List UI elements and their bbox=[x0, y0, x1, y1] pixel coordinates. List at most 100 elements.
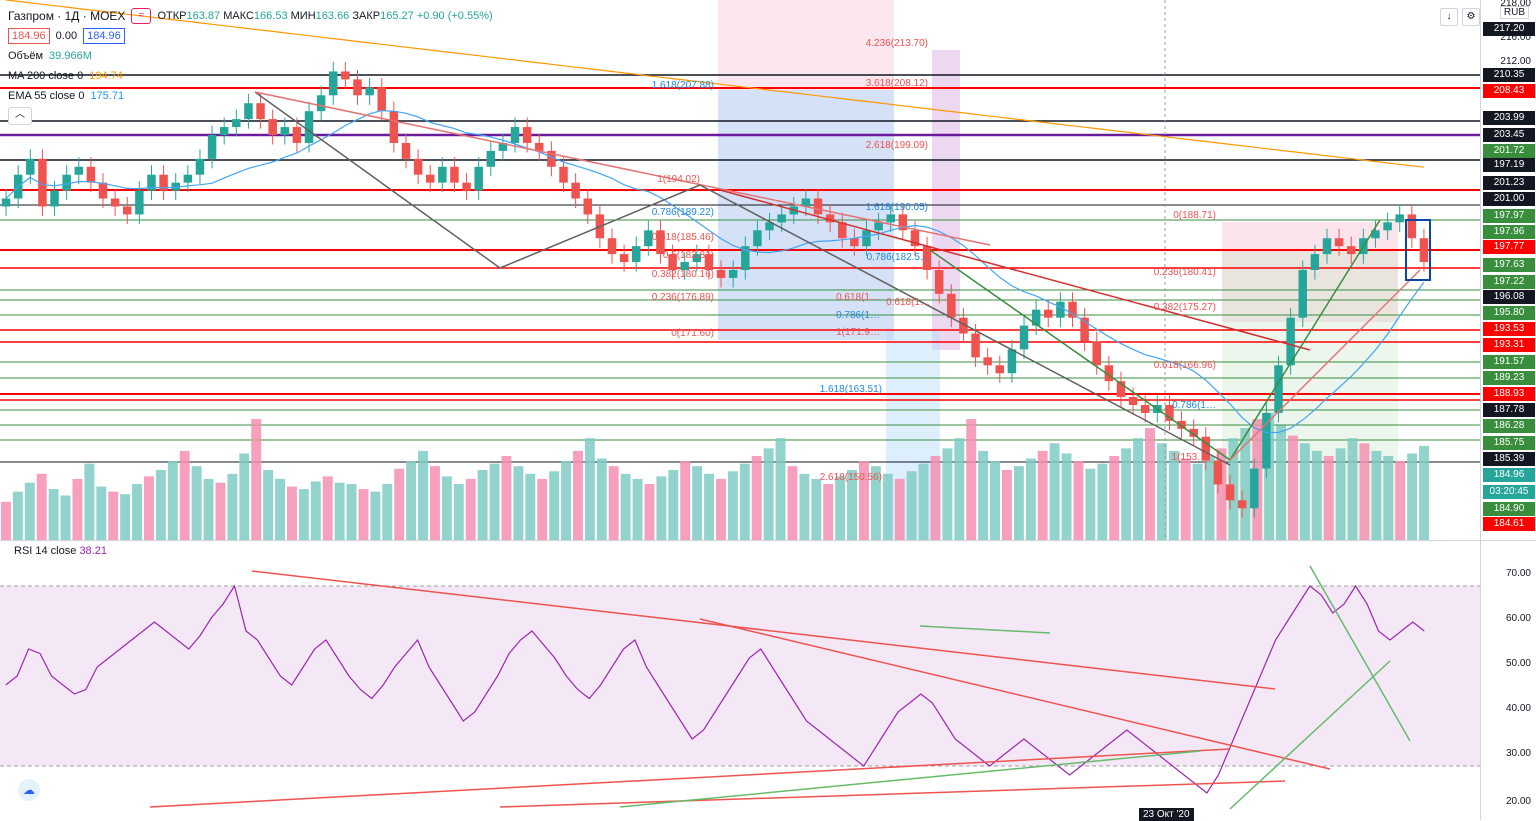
fib-label: 4.236(213.70) bbox=[866, 38, 928, 49]
volume-bar bbox=[1180, 458, 1191, 540]
fib-label: 2.618(199.09) bbox=[866, 140, 928, 151]
compare-icon[interactable]: ≈ bbox=[131, 8, 152, 24]
volume-bar bbox=[346, 484, 357, 540]
ma-line bbox=[6, 0, 1424, 168]
volume-bar bbox=[680, 461, 691, 540]
volume-bar bbox=[1204, 456, 1215, 540]
candle-body bbox=[1044, 309, 1053, 318]
trend-line bbox=[1229, 219, 1381, 461]
currency-label[interactable]: RUB bbox=[1499, 6, 1529, 19]
fib-label: 0.382(175.27) bbox=[1154, 302, 1216, 313]
price-chart[interactable]: 4.236(213.70) 3.618(208.12) 1.618(207.88) 2… bbox=[0, 0, 1480, 540]
sell-button[interactable]: 184.96 bbox=[8, 28, 50, 44]
volume-bar bbox=[227, 473, 238, 540]
candle-body bbox=[1092, 341, 1101, 366]
volume-bar bbox=[1323, 456, 1334, 540]
price-tick: 216.00 bbox=[1500, 32, 1531, 43]
volume-bar bbox=[96, 486, 107, 540]
candle-body bbox=[135, 190, 144, 215]
candle-body bbox=[535, 142, 544, 151]
volume-bar bbox=[870, 466, 881, 540]
volume-bar bbox=[358, 489, 369, 540]
candle-body bbox=[741, 246, 750, 270]
candle-body bbox=[583, 198, 592, 215]
price-tag: 185.39 bbox=[1483, 452, 1535, 466]
buy-button[interactable]: 184.96 bbox=[83, 28, 125, 44]
volume-bar bbox=[1192, 463, 1203, 540]
volume-bar bbox=[596, 458, 607, 540]
price-tag: 193.31 bbox=[1483, 338, 1535, 352]
candle-body bbox=[619, 254, 629, 263]
price-chart-canvas[interactable]: 4.236(213.70) 3.618(208.12) 1.618(207.88) 2… bbox=[0, 0, 1480, 540]
candle-body bbox=[922, 246, 932, 270]
fib-label: 0.618(1… bbox=[886, 297, 930, 308]
candle-body bbox=[947, 293, 956, 318]
candle-body bbox=[1031, 309, 1041, 326]
price-axis[interactable]: RUB 218.00 216.00 212.00 217.20 210.35 208… bbox=[1480, 0, 1536, 540]
rsi-tick: 40.00 bbox=[1505, 703, 1531, 714]
tradingview-logo-icon[interactable]: ☁ bbox=[18, 779, 40, 801]
volume-bar bbox=[334, 482, 345, 540]
volume-legend[interactable]: Объём 39.966M bbox=[8, 50, 92, 62]
volume-bar bbox=[835, 476, 846, 540]
price-tag: 208.43 bbox=[1483, 84, 1535, 98]
volume-bar bbox=[537, 478, 548, 540]
volume-bar bbox=[918, 463, 929, 540]
arrow-down-icon[interactable]: ↓ bbox=[1440, 8, 1458, 26]
candle-body bbox=[280, 127, 290, 135]
price-tag: 197.77 bbox=[1483, 240, 1535, 254]
rsi-tick: 20.00 bbox=[1505, 796, 1531, 807]
chevron-up-icon[interactable]: ︿ bbox=[8, 107, 32, 125]
volume-bar bbox=[573, 450, 583, 540]
rsi-chart-canvas[interactable] bbox=[0, 541, 1480, 820]
pane-divider[interactable] bbox=[0, 540, 1536, 541]
price-tag: 197.96 bbox=[1483, 225, 1535, 239]
crosshair-time-label: 23 Окт '20 bbox=[1139, 808, 1194, 821]
rsi-legend[interactable]: RSI 14 close 38.21 bbox=[14, 545, 107, 557]
volume-bar bbox=[799, 473, 810, 540]
ma-legend[interactable]: MA 200 close 0 194.74 bbox=[8, 70, 123, 82]
symbol-title[interactable]: Газпром · 1Д · MOEX bbox=[8, 9, 126, 23]
volume-bar bbox=[882, 473, 893, 540]
volume-bar bbox=[1264, 412, 1275, 540]
volume-bar bbox=[370, 491, 381, 540]
price-tag: 197.19 bbox=[1483, 158, 1535, 172]
volume-bar bbox=[239, 453, 250, 540]
volume-bar bbox=[382, 484, 393, 540]
rsi-tick: 30.00 bbox=[1505, 748, 1531, 759]
volume-bar bbox=[191, 466, 202, 540]
candle-body bbox=[1177, 420, 1186, 429]
fib-label: 1(194.02) bbox=[657, 174, 700, 185]
rsi-tick: 70.00 bbox=[1505, 568, 1531, 579]
ema-value: 175.71 bbox=[90, 90, 125, 102]
candle-body bbox=[874, 222, 883, 231]
candle-body bbox=[1165, 405, 1174, 421]
volume-bar bbox=[1097, 463, 1108, 540]
volume-bar bbox=[847, 470, 857, 540]
volume-bar bbox=[322, 476, 333, 540]
candle-body bbox=[292, 127, 302, 143]
price-tag: 186.28 bbox=[1483, 419, 1535, 433]
volume-bar bbox=[120, 494, 131, 540]
volume-bar bbox=[155, 470, 166, 540]
rsi-axis[interactable]: 70.00 60.00 50.00 40.00 30.00 20.00 bbox=[1480, 541, 1536, 820]
candle-body bbox=[62, 174, 71, 191]
candle-body bbox=[1116, 381, 1126, 398]
rsi-chart[interactable] bbox=[0, 541, 1480, 820]
volume-bar bbox=[942, 448, 953, 540]
candle-body bbox=[801, 198, 811, 207]
volume-bar bbox=[1216, 448, 1227, 540]
volume-bar bbox=[1109, 456, 1120, 540]
volume-bar bbox=[823, 484, 834, 540]
volume-bar bbox=[954, 438, 965, 540]
rsi-band bbox=[0, 586, 1480, 766]
ema-line bbox=[5, 109, 1425, 434]
candle-body bbox=[607, 238, 617, 255]
volume-bar bbox=[1311, 450, 1322, 540]
fib-label: 2.618(150.56) bbox=[820, 472, 882, 483]
candle-body bbox=[195, 158, 205, 175]
ema-legend[interactable]: EMA 55 close 0 175.71 bbox=[8, 90, 125, 102]
volume-bar bbox=[1240, 428, 1251, 540]
fib-label: 1(153.… bbox=[1172, 452, 1210, 463]
settings-icon[interactable]: ⚙ bbox=[1462, 8, 1480, 26]
